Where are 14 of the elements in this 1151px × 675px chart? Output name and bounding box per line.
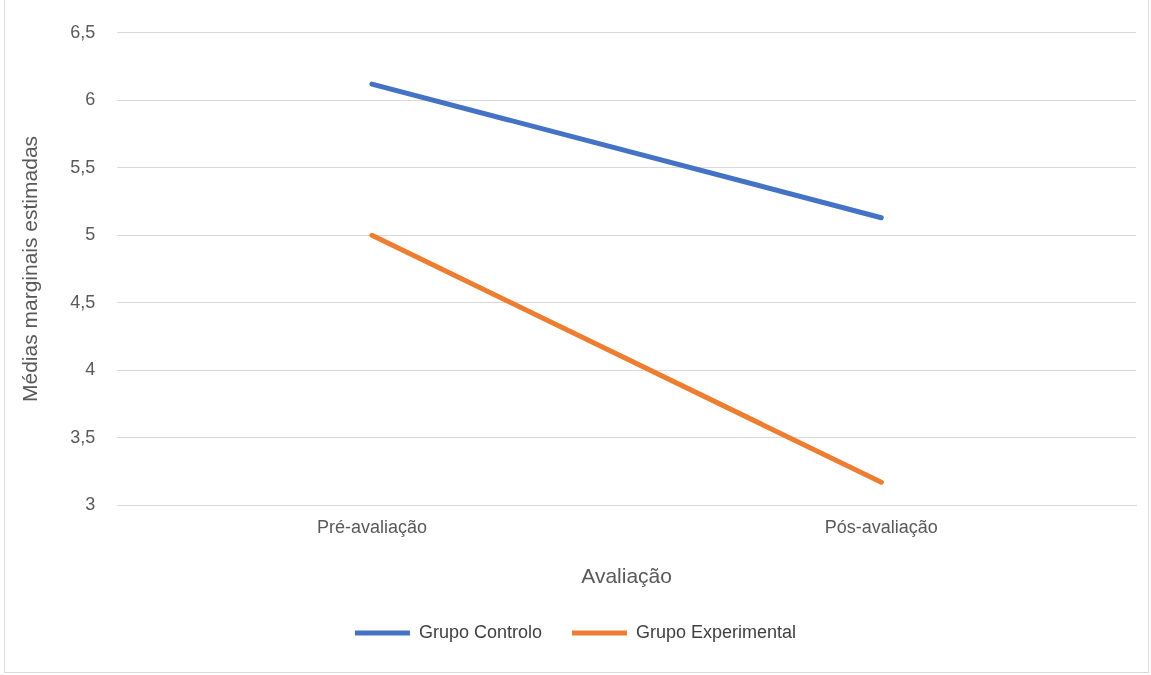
y-tick-label: 6 <box>85 89 96 110</box>
y-tick-label: 5,5 <box>70 156 96 177</box>
y-tick-label: 3,5 <box>70 426 96 447</box>
y-tick-label: 4,5 <box>70 291 96 312</box>
y-tick-label: 4 <box>85 359 96 380</box>
y-tick-label: 6,5 <box>70 21 96 42</box>
x-tick-label: Pós-avaliação <box>824 516 938 537</box>
x-axis-title: Avaliação <box>581 564 672 588</box>
legend-label: Grupo Controlo <box>418 621 543 642</box>
y-tick-label: 3 <box>85 494 96 515</box>
x-tick-label: Pré-avaliação <box>316 516 427 537</box>
legend-label: Grupo Experimental <box>635 621 797 642</box>
y-tick-label: 5 <box>85 224 96 245</box>
y-axis-title: Médias marginais estimadas <box>18 135 42 403</box>
